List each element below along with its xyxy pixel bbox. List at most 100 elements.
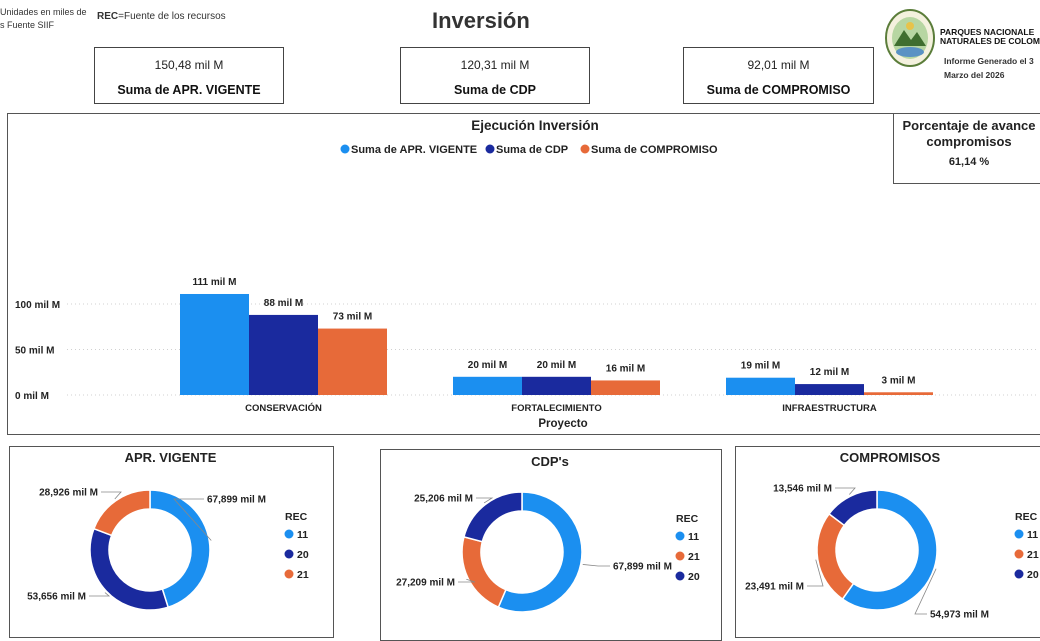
donut-title-apr: APR. VIGENTE [124, 450, 217, 465]
legend-label: 21 [297, 569, 309, 581]
bar[interactable] [453, 376, 522, 395]
page-title: Inversión [432, 8, 530, 33]
donut-data-label: 23,491 mil M [745, 582, 804, 593]
leader-line [582, 564, 610, 567]
donut-slice[interactable] [828, 489, 878, 527]
bar-data-label: 3 mil M [882, 375, 916, 386]
legend-label: 11 [297, 529, 308, 541]
report-date-line2: Marzo del 2026 [944, 70, 1005, 80]
bar-data-label: 16 mil M [606, 363, 645, 374]
legend-label: 20 [688, 571, 700, 583]
parques-logo [884, 8, 936, 68]
leader-line [914, 568, 937, 615]
bar[interactable] [522, 376, 591, 395]
percent-value: 61,14 % [948, 156, 990, 168]
x-tick-label: FORTALECIMIENTO [511, 403, 601, 414]
legend-marker [485, 144, 495, 154]
kpi-label: Suma de APR. VIGENTE [117, 83, 261, 97]
legend-label: Suma de CDP [496, 144, 568, 156]
bar[interactable] [591, 380, 660, 395]
donut-chart-cdp: 67,899 mil M 27,209 mil M 25,206 mil M REC 1… [396, 491, 700, 613]
donut-data-label: 54,973 mil M [930, 610, 989, 621]
legend-marker [675, 531, 685, 541]
chart-legend: Suma de APR. VIGENTE Suma de CDP Suma de C… [340, 144, 718, 156]
bar-data-label: 19 mil M [741, 361, 780, 372]
legend-label: Suma de APR. VIGENTE [351, 144, 477, 156]
legend-title: REC [285, 511, 308, 523]
leader-line [173, 498, 212, 541]
percent-title-line2: compromisos [926, 134, 1012, 149]
leader-line [101, 491, 122, 500]
legend-marker [1014, 569, 1024, 579]
legend-label: 11 [688, 531, 699, 543]
donut-data-label: 67,899 mil M [613, 562, 672, 573]
bar[interactable] [318, 328, 387, 395]
leader-line [476, 497, 494, 504]
report-date: Informe Generado el 3 Marzo del 2026 [944, 54, 1034, 82]
legend-marker [675, 551, 685, 561]
y-tick-label: 100 mil M [15, 300, 60, 311]
donut-slice[interactable] [92, 489, 151, 537]
leader-line [458, 578, 476, 583]
donut-slice[interactable] [461, 535, 507, 609]
kpi-card-cdp: 120,31 mil M Suma de CDP [400, 47, 590, 104]
donut-slice[interactable] [497, 491, 583, 613]
legend-marker [580, 144, 590, 154]
units-note: Unidades en miles de s Fuente SIIF [0, 6, 87, 32]
legend-marker [284, 529, 294, 539]
legend-marker [675, 571, 685, 581]
kpi-value: 120,31 mil M [460, 58, 530, 72]
donut-slice[interactable] [89, 527, 170, 611]
leader-line [89, 592, 111, 597]
rec-note: REC=Fuente de los recursos [97, 11, 226, 22]
bar[interactable] [864, 392, 933, 395]
donut-slice[interactable] [149, 489, 211, 609]
units-note-line1: Unidades en miles de [0, 7, 87, 17]
legend-marker [1014, 549, 1024, 559]
donut-slice[interactable] [841, 489, 938, 611]
org-name-line2: NATURALES DE COLOMBI [940, 36, 1040, 46]
org-name-line1: PARQUES NACIONALE [940, 27, 1035, 37]
parques-logo-icon [885, 9, 935, 67]
donut-data-label: 53,656 mil M [27, 592, 86, 603]
bar[interactable] [249, 314, 318, 395]
y-tick-label: 0 mil M [15, 391, 49, 402]
bar-data-label: 20 mil M [537, 360, 576, 371]
kpi-card-compromiso: 92,01 mil M Suma de COMPROMISO [683, 47, 874, 104]
donut-data-label: 28,926 mil M [39, 488, 98, 499]
percent-title-line1: Porcentaje de avance [902, 118, 1036, 133]
bar-data-label: 88 mil M [264, 298, 303, 309]
report-date-line1: Informe Generado el 3 [944, 56, 1034, 66]
x-tick-label: INFRAESTRUCTURA [782, 403, 877, 414]
chart-bars: 111 mil M 88 mil M 73 mil M CONSERVACIÓN 20 … [180, 277, 933, 414]
percent-box: Porcentaje de avance compromisos 61,14 % [893, 113, 1040, 184]
kpi-card-apr: 150,48 mil M Suma de APR. VIGENTE [94, 47, 284, 104]
bar-data-label: 73 mil M [333, 312, 372, 323]
investment-bar-chart: Ejecución Inversión Suma de APR. VIGENTE… [15, 118, 1037, 430]
legend-label: 20 [297, 549, 309, 561]
rec-text: =Fuente de los recursos [118, 11, 226, 22]
x-tick-label: CONSERVACIÓN [245, 402, 322, 414]
rec-key: REC [97, 11, 119, 22]
legend-label: 21 [688, 551, 700, 563]
kpi-label: Suma de COMPROMISO [706, 83, 851, 97]
legend-label: 11 [1027, 529, 1038, 541]
bar-data-label: 111 mil M [193, 277, 237, 288]
donut-data-label: 67,899 mil M [207, 495, 266, 506]
bar[interactable] [795, 384, 864, 395]
y-tick-label: 50 mil M [15, 346, 54, 357]
donut-panel-cdp [380, 449, 722, 641]
x-axis-label: Proyecto [538, 418, 587, 430]
legend-marker [284, 549, 294, 559]
donut-title-cdp: CDP's [531, 454, 569, 469]
donut-data-label: 27,209 mil M [396, 578, 455, 589]
donut-chart-comp: 54,973 mil M 23,491 mil M 13,546 mil M REC 1… [745, 484, 1039, 621]
bar[interactable] [180, 293, 249, 395]
legend-marker [284, 569, 294, 579]
donut-chart-apr: 67,899 mil M 53,656 mil M 28,926 mil M REC 1… [27, 488, 309, 611]
bar[interactable] [726, 377, 795, 395]
legend-label: 21 [1027, 549, 1039, 561]
leader-line [835, 487, 856, 495]
donut-slice[interactable] [463, 491, 523, 543]
legend-marker [340, 144, 350, 154]
